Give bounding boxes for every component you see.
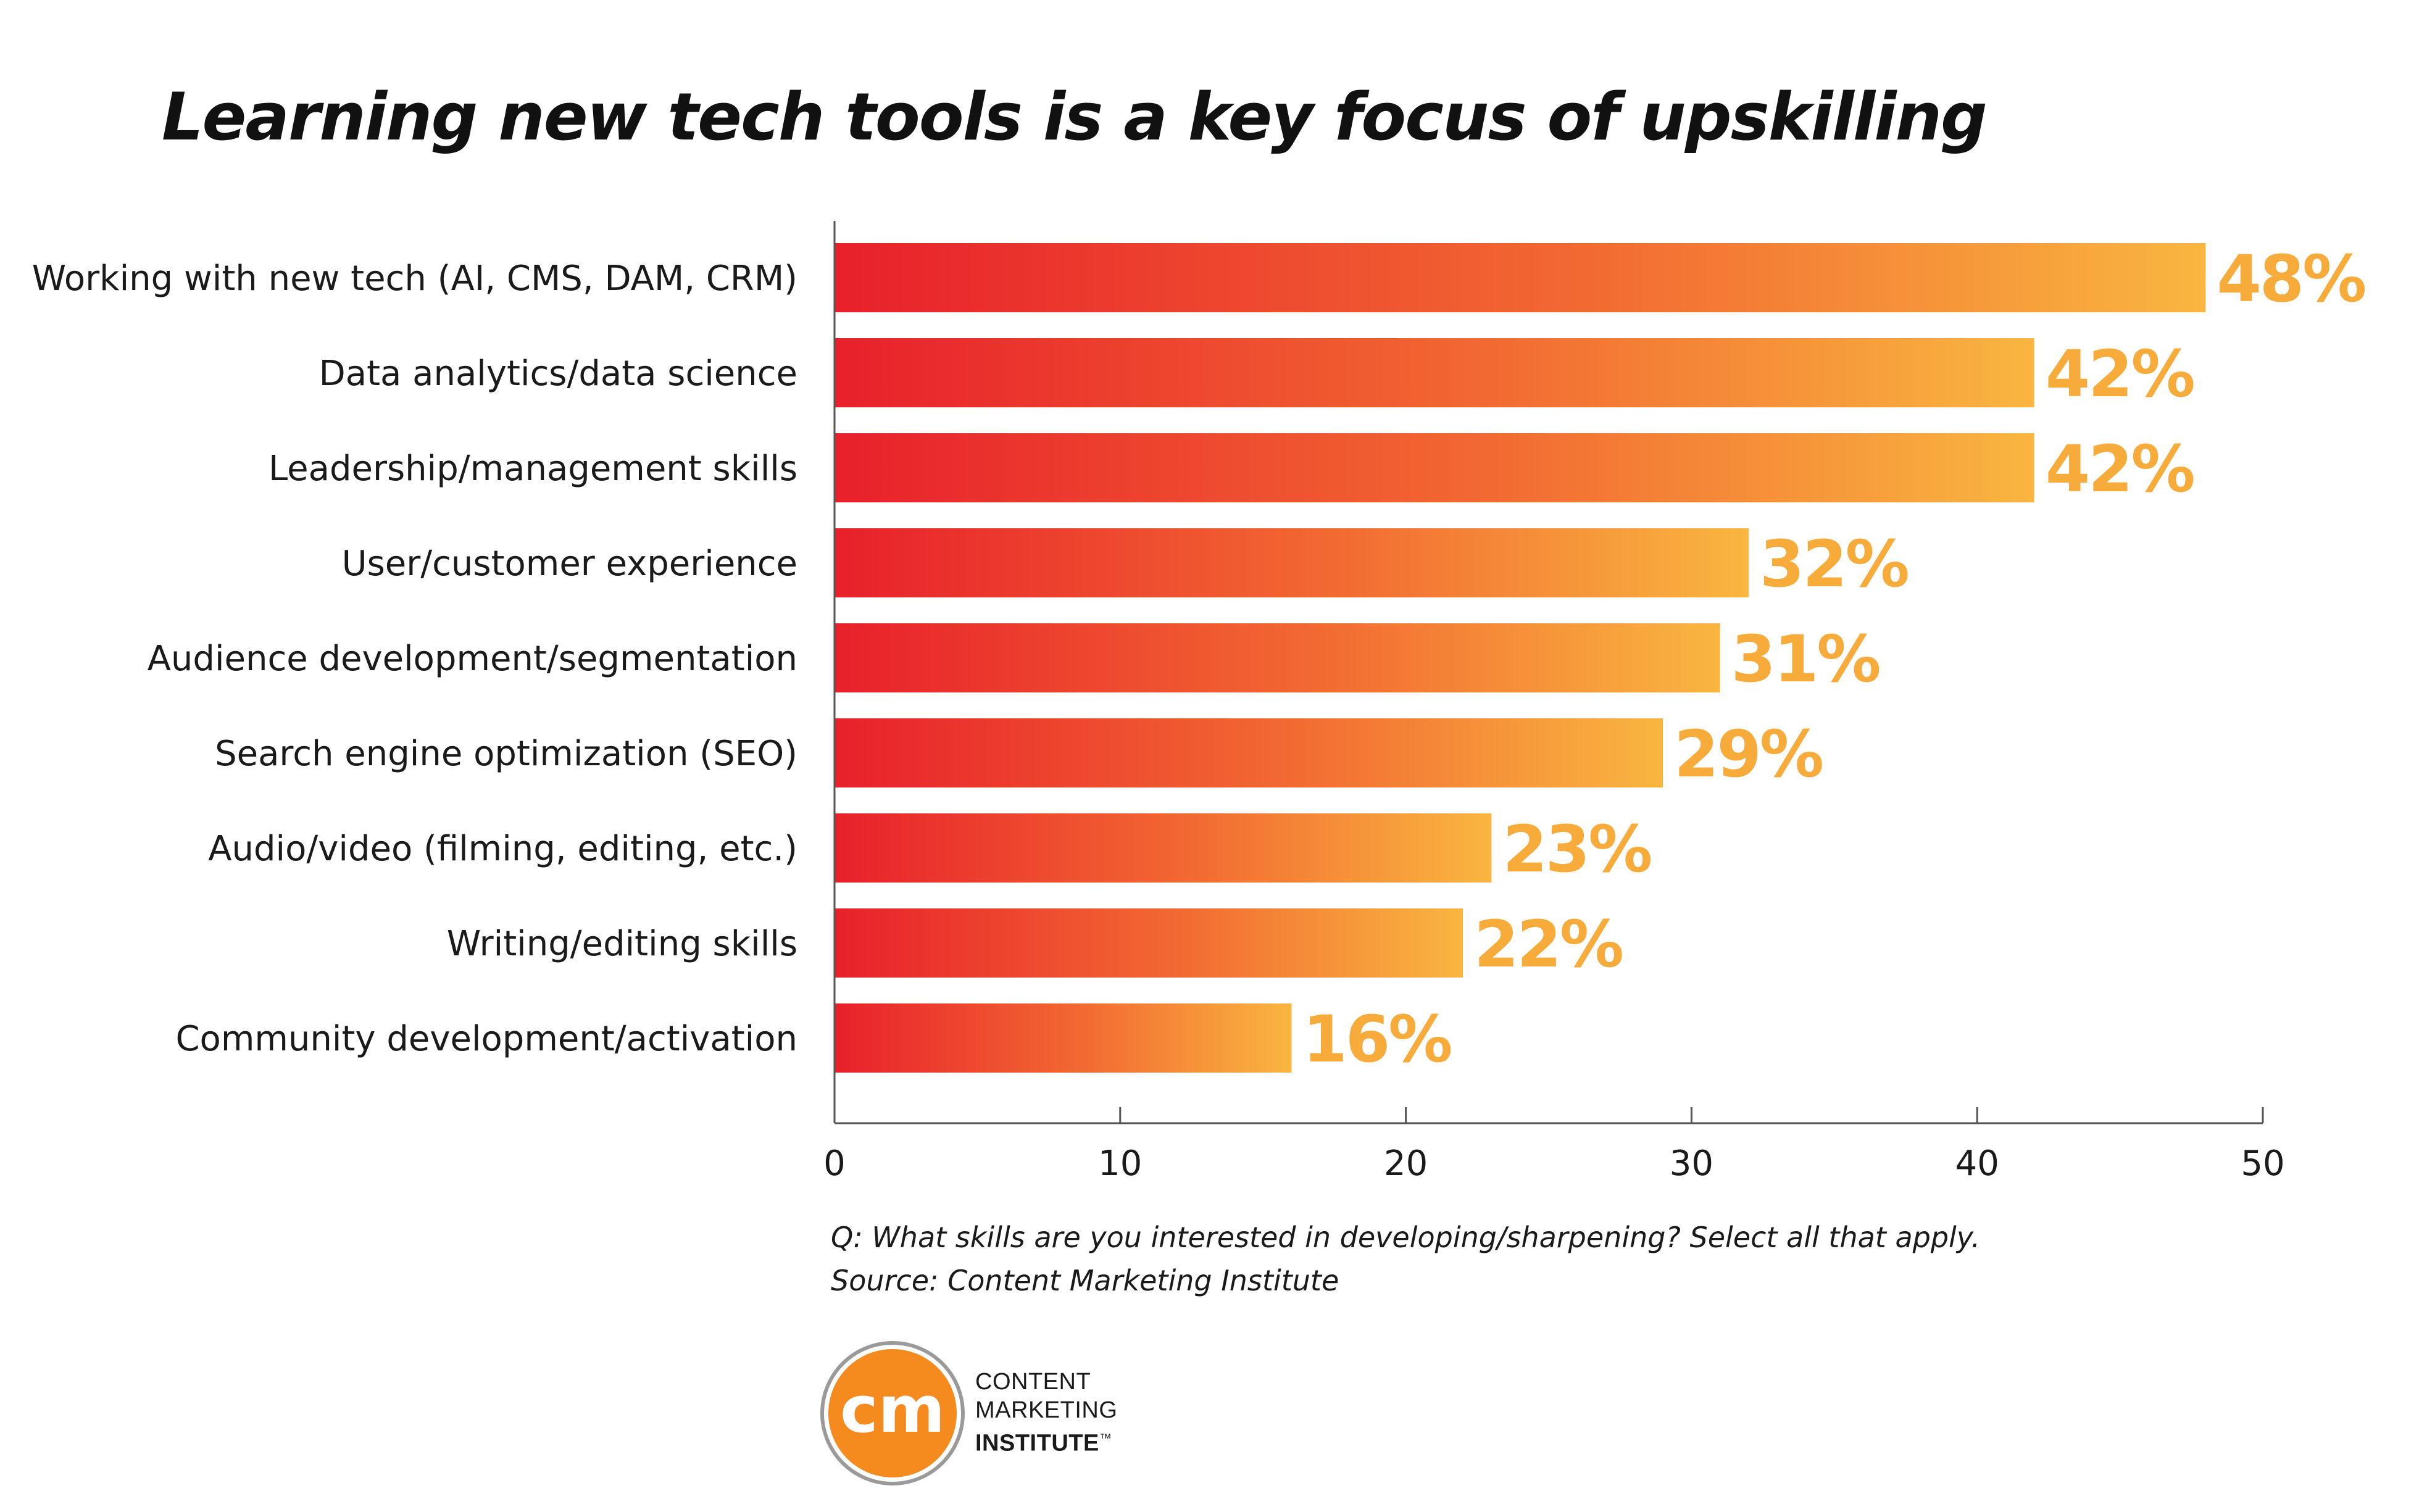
bar	[835, 623, 1720, 692]
bar	[835, 718, 1663, 787]
category-label: Leadership/management skills	[269, 449, 797, 489]
value-label: 42%	[2046, 431, 2194, 507]
x-tick-label: 0	[823, 1144, 846, 1184]
source-note: Source: Content Marketing Institute	[831, 1264, 1339, 1297]
value-label: 48%	[2217, 241, 2365, 317]
cmi-logo: cm	[820, 1341, 965, 1485]
logo-wordmark: CONTENT MARKETING INSTITUTE™	[975, 1368, 1117, 1458]
bar	[835, 433, 2034, 502]
value-label: 32%	[1760, 526, 1908, 602]
value-label: 22%	[1474, 907, 1622, 982]
logo-trademark: ™	[1099, 1432, 1112, 1445]
logo-monogram: cm	[840, 1372, 945, 1447]
category-label: Writing/editing skills	[447, 924, 797, 964]
x-tick-label: 40	[1955, 1144, 1999, 1184]
x-axis: 0 10 20 30 40 50	[823, 221, 2285, 1184]
category-label: Search engine optimization (SEO)	[215, 734, 797, 774]
bars-layer: Working with new tech (AI, CMS, DAM, CRM…	[32, 241, 2367, 1077]
category-label: User/customer experience	[342, 544, 797, 584]
category-label: Community development/activation	[175, 1019, 797, 1059]
bar	[835, 908, 1463, 978]
logo-line-content: CONTENT	[975, 1369, 1091, 1395]
value-label: 23%	[1502, 812, 1651, 887]
logo-line-marketing: MARKETING	[975, 1397, 1118, 1423]
bar	[835, 243, 2206, 312]
category-label: Data analytics/data science	[319, 354, 797, 394]
bar	[835, 338, 2034, 407]
logo-line-institute: INSTITUTE	[975, 1430, 1099, 1456]
value-label: 29%	[1674, 717, 1822, 792]
value-label: 16%	[1302, 1002, 1451, 1077]
x-tick-label: 30	[1670, 1144, 1713, 1184]
x-tick-label: 10	[1098, 1144, 1142, 1184]
survey-question: Q: What skills are you interested in dev…	[831, 1221, 1981, 1254]
bar	[835, 528, 1749, 597]
bar	[835, 813, 1492, 883]
category-label: Audio/video (filming, editing, etc.)	[208, 829, 797, 869]
value-label: 31%	[1731, 621, 1880, 697]
x-tick-label: 20	[1384, 1144, 1428, 1184]
value-label: 42%	[2046, 336, 2194, 412]
chart-title: Learning new tech tools is a key focus o…	[162, 79, 1988, 155]
bar	[835, 1003, 1292, 1073]
category-label: Working with new tech (AI, CMS, DAM, CRM…	[32, 259, 797, 299]
category-label: Audience development/segmentation	[148, 639, 797, 679]
x-tick-label: 50	[2241, 1144, 2284, 1184]
